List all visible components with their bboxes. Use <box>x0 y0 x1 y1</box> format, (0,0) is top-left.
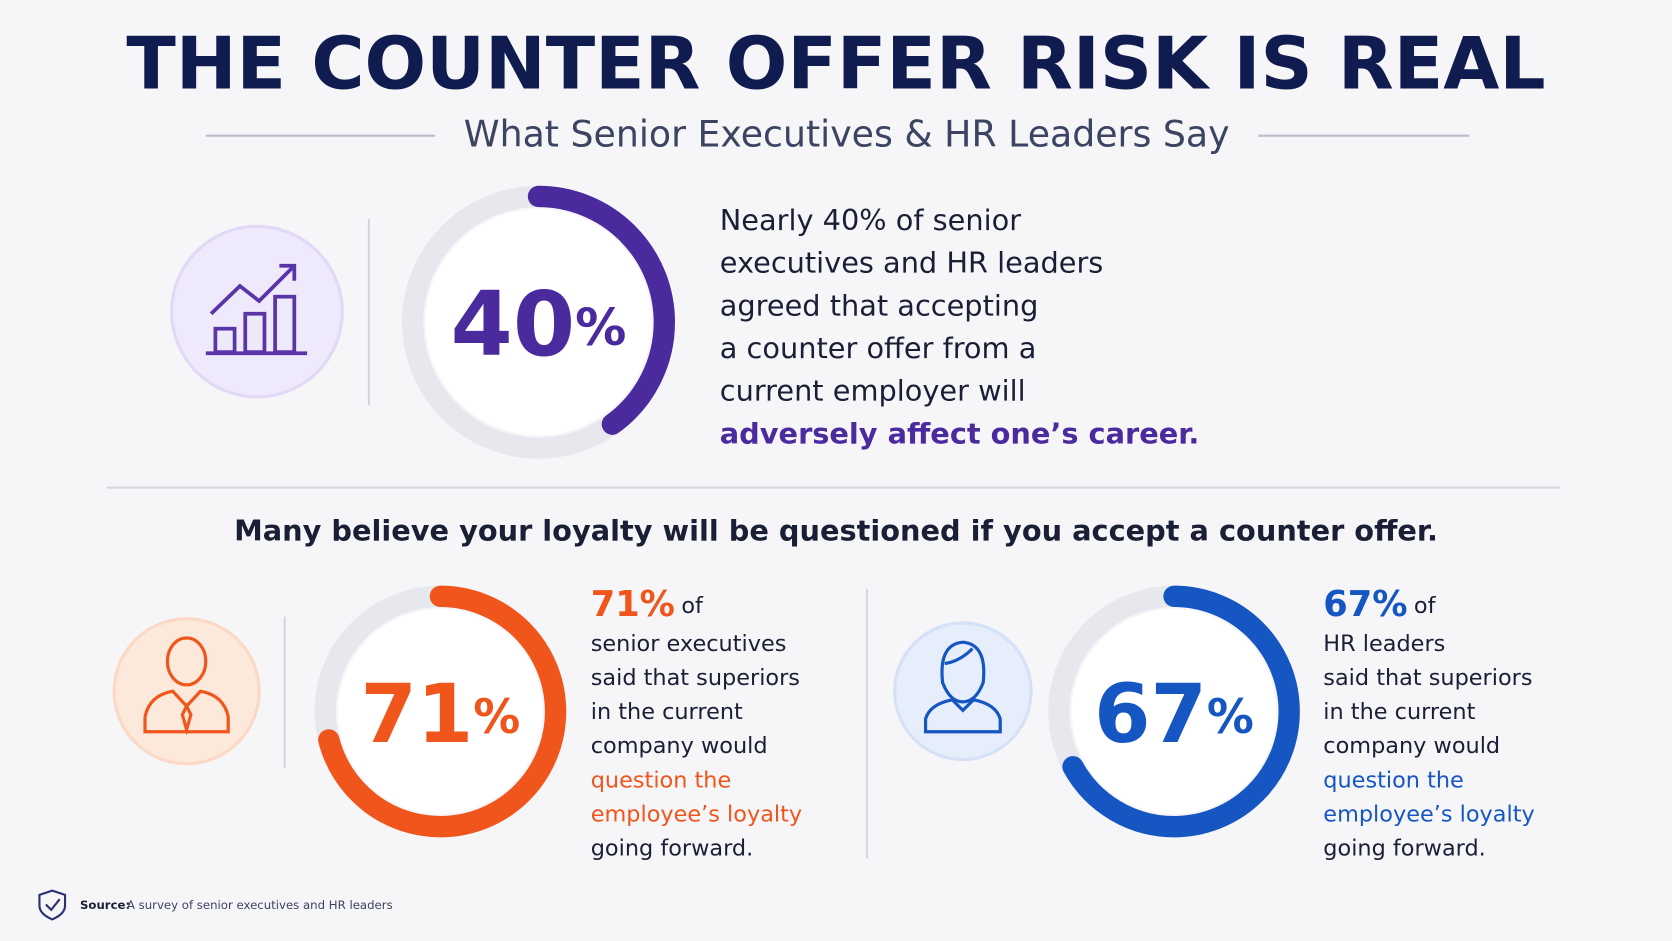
feature-text: executives and HR leaders <box>720 246 1104 280</box>
feature-text: a counter offer from a <box>720 331 1037 365</box>
feature-text: Nearly 40% of senior <box>720 203 1021 237</box>
gauge-label: 71% <box>361 668 521 762</box>
gauge-label: 40% <box>451 273 627 377</box>
lead-rest: of <box>681 592 704 618</box>
item-highlight: question the <box>1323 767 1463 793</box>
source: Source: A survey of senior executives an… <box>38 889 393 921</box>
item-text: company would <box>591 733 768 759</box>
gauge-unit: % <box>473 690 520 745</box>
gauge-unit: % <box>575 298 626 358</box>
item-end: going forward. <box>1323 836 1486 862</box>
feature-text: agreed that accepting <box>720 288 1039 322</box>
feature-text: current employer will <box>720 374 1026 408</box>
source-label: Source: <box>80 898 130 912</box>
item-highlight: question the <box>591 767 732 793</box>
item-text: senior executives <box>591 631 787 657</box>
gauge-face <box>1071 609 1277 814</box>
lead: 67% of <box>1323 584 1436 625</box>
lead-number: 71% <box>591 584 675 625</box>
gauge-arc <box>1048 585 1300 838</box>
item-text: in the current <box>591 699 743 725</box>
gauge-label: 67% <box>1094 668 1254 762</box>
item-text: said that superiors <box>591 665 800 691</box>
source-text: A survey of senior executives and HR lea… <box>127 898 393 912</box>
gauge-number: 71 <box>361 668 474 762</box>
item-text: in the current <box>1323 699 1475 725</box>
gauge-arc <box>314 585 567 838</box>
feature-highlight: adversely affect one’s career. <box>720 416 1200 450</box>
woman-icon <box>893 621 1033 762</box>
lead: 71% of <box>591 584 704 625</box>
item-text: said that superiors <box>1323 665 1532 691</box>
title: THE COUNTER OFFER RISK IS REAL <box>126 23 1545 107</box>
gauge-face <box>425 209 652 436</box>
item-highlight: employee’s loyalty <box>591 801 802 827</box>
item-highlight: employee’s loyalty <box>1323 801 1534 827</box>
section-heading: Many believe your loyalty will be questi… <box>234 513 1438 547</box>
subtitle: What Senior Executives & HR Leaders Say <box>464 113 1230 156</box>
growth-icon <box>170 224 344 399</box>
lead-rest: of <box>1414 592 1437 618</box>
gauge-face <box>338 609 543 814</box>
item-end: going forward. <box>591 836 754 862</box>
gauge-number: 67 <box>1094 668 1207 762</box>
lead-number: 67% <box>1323 584 1407 625</box>
item-text: HR leaders <box>1323 631 1445 657</box>
person-icon <box>112 617 261 766</box>
gauge-unit: % <box>1207 690 1254 745</box>
gauge-arc <box>402 185 675 459</box>
gauge-number: 40 <box>451 273 576 377</box>
item-text: company would <box>1323 733 1500 759</box>
